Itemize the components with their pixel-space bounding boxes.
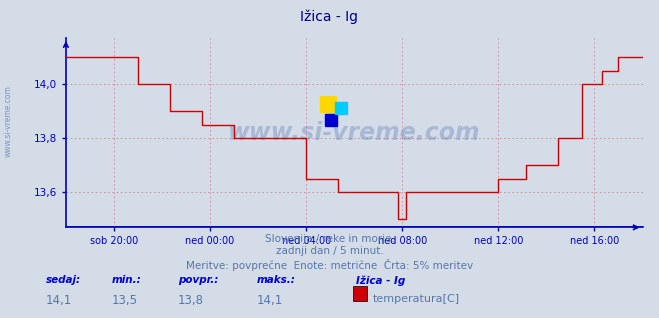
Text: sedaj:: sedaj:: [46, 275, 81, 285]
Text: min.:: min.:: [112, 275, 142, 285]
Text: zadnji dan / 5 minut.: zadnji dan / 5 minut.: [275, 246, 384, 256]
Text: 13,8: 13,8: [178, 294, 204, 307]
Text: Ižica - Ig: Ižica - Ig: [301, 10, 358, 24]
Text: www.si-vreme.com: www.si-vreme.com: [228, 121, 480, 145]
Text: temperatura[C]: temperatura[C]: [372, 294, 459, 304]
Text: 13,5: 13,5: [112, 294, 138, 307]
Text: povpr.:: povpr.:: [178, 275, 218, 285]
Text: Meritve: povprečne  Enote: metrične  Črta: 5% meritev: Meritve: povprečne Enote: metrične Črta:…: [186, 259, 473, 271]
Text: maks.:: maks.:: [257, 275, 296, 285]
Text: Ižica - Ig: Ižica - Ig: [356, 275, 405, 286]
Text: www.si-vreme.com: www.si-vreme.com: [3, 85, 13, 157]
Text: Slovenija / reke in morje.: Slovenija / reke in morje.: [264, 234, 395, 244]
Text: 14,1: 14,1: [46, 294, 72, 307]
Text: 14,1: 14,1: [257, 294, 283, 307]
